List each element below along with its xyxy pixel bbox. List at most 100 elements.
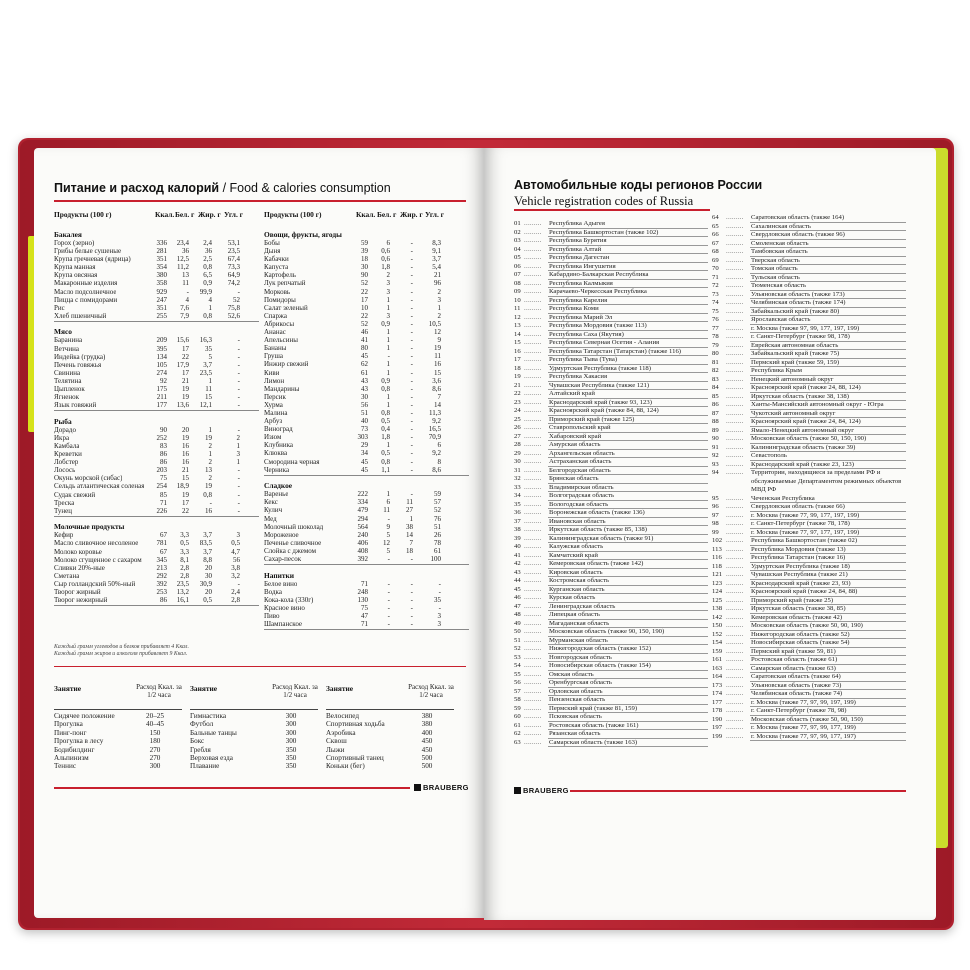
food-value: 3,3 [180, 531, 189, 540]
food-value: 16 [182, 441, 189, 450]
activity-header-rate: Расход Ккал. за 1/2 часа [136, 683, 182, 699]
region-code: 61 [514, 721, 521, 729]
food-value: 929 [156, 287, 168, 296]
food-value: 15 [434, 368, 441, 377]
region-underline [750, 332, 906, 333]
region-underline [750, 264, 906, 265]
food-value: 3,7 [203, 531, 212, 540]
region-row: 17......... Республика Тыва (Тува) [514, 356, 710, 365]
region-leader: ......... [726, 248, 744, 255]
food-value: 8,3 [432, 239, 441, 247]
region-leader: ......... [524, 245, 542, 253]
food-name: Треска [54, 498, 75, 507]
region-underline [548, 321, 708, 322]
region-underline [548, 669, 708, 671]
activity-kcal: 300 [285, 712, 297, 720]
region-underline [548, 253, 708, 254]
food-value: 781 [156, 539, 168, 548]
region-leader: ......... [524, 475, 542, 482]
food-column-1: Бакалея Горох (зерно) 336 23,4 2,4 53,1 Грибы … [54, 230, 259, 606]
food-value: 1 [208, 303, 213, 312]
food-value: 303 [357, 433, 369, 442]
food-value: 8,6 [432, 384, 441, 393]
food-name: Хурма [264, 400, 283, 409]
food-value: 45 [361, 457, 368, 466]
food-value: 52,6 [227, 311, 240, 320]
food-name: Ягненок [54, 393, 80, 402]
region-code: 36 [514, 509, 521, 516]
header-carb: Угл. г [425, 210, 444, 219]
region-underline [548, 601, 708, 603]
food-value: 564 [357, 522, 369, 531]
food-value: 19 [182, 393, 189, 402]
food-value: 3 [386, 311, 391, 320]
food-value: 240 [357, 530, 369, 539]
note-carbs-protein: Каждый грамм углеводов и белков прибавля… [54, 644, 189, 650]
food-value: 255 [156, 311, 168, 320]
region-leader: ......... [726, 562, 744, 570]
food-value: 19 [434, 344, 441, 353]
region-row: 118......... Удмуртская Республика (также… [712, 563, 912, 572]
food-value: - [410, 384, 413, 393]
food-row: Груша 45 - - 11 [264, 352, 469, 360]
region-code: 17 [514, 356, 521, 363]
food-value: 134 [156, 352, 168, 361]
food-name: Ветчина [54, 344, 79, 353]
food-name: Мороженое [264, 530, 299, 539]
region-code: 138 [712, 605, 723, 612]
region-name: Ярославская область [751, 316, 811, 323]
region-row: 94......... Территории, находящиеся за пр… [712, 469, 912, 495]
food-row: Салат зеленый 10 1 - 1 [264, 304, 469, 312]
region-code: 57 [514, 687, 521, 695]
region-code: 46 [514, 594, 521, 601]
region-underline [750, 723, 906, 724]
region-name: Астраханская область [549, 458, 612, 465]
food-value: - [237, 385, 240, 393]
food-value: 12,5 [176, 255, 189, 264]
food-row: Лимон 43 0,9 - 3,6 [264, 377, 469, 385]
region-name: Камчатский край [549, 551, 598, 559]
food-name: Бобы [264, 239, 280, 247]
title-rule [54, 200, 466, 202]
food-name: Мандарины [264, 384, 300, 393]
food-value: 17,9 [176, 360, 189, 369]
region-underline [548, 278, 708, 280]
header-protein: Бел. г [377, 210, 397, 219]
food-value: 11 [434, 352, 441, 361]
food-row: Капуста 30 1,8 - 5,4 [264, 263, 469, 271]
region-underline [750, 383, 906, 384]
region-underline [548, 729, 708, 730]
region-row: 05......... Республика Дагестан [514, 254, 710, 263]
food-value: - [237, 287, 240, 296]
activity-kcal: 380 [421, 720, 433, 729]
region-row: 78......... г. Санкт-Петербург (также 98,… [712, 333, 912, 342]
activity-kcal: 350 [285, 745, 297, 754]
food-name: Бананы [264, 344, 287, 353]
region-underline [750, 281, 906, 282]
region-row: 33......... Владимирская область [514, 484, 710, 493]
region-row: 124......... Красноярский край (также 24,… [712, 588, 912, 597]
region-row: 09......... Карачаево-Черкесская Республи… [514, 288, 710, 297]
region-leader: ......... [524, 356, 542, 363]
region-code: 177 [712, 698, 723, 706]
food-value: 6 [386, 498, 391, 507]
food-name: Лобстер [54, 458, 79, 467]
region-name: Кемеровская область (также 142) [549, 560, 644, 567]
region-underline [750, 391, 906, 393]
food-value: 61 [434, 546, 441, 555]
region-name: Ставропольский край [549, 424, 611, 431]
region-code: 199 [712, 732, 723, 740]
food-row: Индейка (грудка) 134 22 5 - [54, 353, 259, 361]
region-row: 116......... Республика Татарстан (также … [712, 554, 912, 563]
food-value: 16 [205, 506, 212, 515]
region-leader: ......... [726, 367, 744, 374]
region-underline [750, 238, 906, 240]
food-value: 75 [160, 474, 167, 483]
food-value: 8 [437, 457, 442, 466]
region-row: 27......... Хабаровский край [514, 433, 710, 442]
food-row: Кулич 479 11 27 52 [264, 506, 469, 514]
region-name: Новосибирская область (также 54) [751, 639, 850, 646]
food-value: 10 [361, 303, 368, 312]
region-code: 02 [514, 228, 521, 236]
food-name: Пицца с помидорами [54, 295, 118, 304]
